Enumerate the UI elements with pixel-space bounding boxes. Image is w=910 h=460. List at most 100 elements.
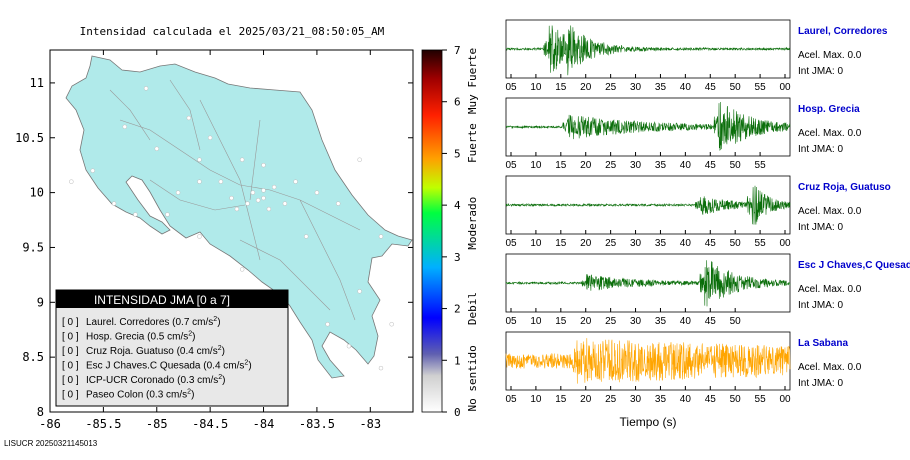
trace-tick-label: 05 xyxy=(505,82,517,93)
trace-tick-label: 00 xyxy=(779,82,791,93)
land-shape xyxy=(65,55,413,379)
trace-tick-label: 20 xyxy=(580,316,592,327)
city-point xyxy=(389,321,394,327)
city-point xyxy=(90,168,95,173)
map-x-ticks: -86 -85.5 -85 -84.5 -84 -83.5 -83 xyxy=(39,50,381,431)
colorbar-category: No sentido xyxy=(466,345,479,411)
trace-tick-label: 00 xyxy=(779,238,791,249)
trace-tick-label: 40 xyxy=(680,160,692,171)
trace-tick-label: 10 xyxy=(530,82,542,93)
y-tick-label: 8 xyxy=(37,405,44,419)
map-y-ticks: 8 8.5 9 9.5 10 10.5 11 xyxy=(15,76,413,419)
colorbar-tick-label: 4 xyxy=(454,199,461,212)
trace-tick-label: 55 xyxy=(755,238,767,249)
trace-tick-label: 25 xyxy=(605,316,617,327)
city-point xyxy=(357,157,362,162)
y-tick-label: 8.5 xyxy=(22,350,44,364)
trace-tick-label: 15 xyxy=(555,160,567,171)
legend-entry: Cruz Roja. Guatuso (0.4 cm/s2) xyxy=(86,345,225,357)
city-point xyxy=(197,179,202,184)
trace-tick-label: 05 xyxy=(505,394,517,405)
trace-tick-label: 30 xyxy=(630,238,642,249)
city-point xyxy=(325,321,330,327)
station-acel: Acel. Max. 0.0 xyxy=(798,128,862,139)
city-point xyxy=(261,188,266,193)
station-name: Cruz Roja, Guatuso xyxy=(798,182,891,193)
colorbar-tick-label: 5 xyxy=(454,147,461,160)
trace-tick-label: 10 xyxy=(530,316,542,327)
legend-entries: [ 0 ] Laurel. Corredores (0.7 cm/s2) [ 0 ]… xyxy=(62,316,252,401)
trace-tick-label: 40 xyxy=(680,394,692,405)
legend-level: [ 0 ] xyxy=(62,332,79,343)
trace-tick-label: 50 xyxy=(730,316,742,327)
colorbar-tick-label: 3 xyxy=(454,251,461,264)
city-point xyxy=(303,234,309,239)
city-point xyxy=(250,190,256,195)
city-point xyxy=(69,179,74,184)
road-lines xyxy=(109,79,361,321)
legend-header xyxy=(56,290,288,308)
station-int: Int JMA: 0 xyxy=(798,222,843,233)
station-name: La Sabana xyxy=(798,338,848,349)
x-tick-label: -84 xyxy=(253,417,275,431)
costa-rica-land xyxy=(65,55,413,379)
trace-tick-label: 10 xyxy=(530,394,542,405)
trace-tick-label: 20 xyxy=(580,394,592,405)
city-point xyxy=(229,195,234,201)
station-name: Esc J Chaves,C Quesada xyxy=(798,260,910,271)
city-point xyxy=(314,190,320,195)
station-name: Hosp. Grecia xyxy=(798,104,860,115)
trace-tick-label: 30 xyxy=(630,394,642,405)
city-point xyxy=(165,212,170,217)
trace-tick-label: 20 xyxy=(580,82,592,93)
trace-tick-label: 20 xyxy=(580,238,592,249)
station-int: Int JMA: 0 xyxy=(798,300,843,311)
legend-entry: Hosp. Grecia (0.5 cm/s2) xyxy=(86,331,196,343)
city-point xyxy=(133,212,138,217)
city-point xyxy=(255,198,261,203)
trace-tick-label: 15 xyxy=(555,82,567,93)
trace-tick-label: 10 xyxy=(530,238,542,249)
trace-line xyxy=(505,25,791,76)
station-int: Int JMA: 0 xyxy=(798,144,843,155)
trace-tick-label: 40 xyxy=(680,238,692,249)
legend-box xyxy=(55,289,289,407)
legend-level: [ 0 ] xyxy=(62,375,79,386)
y-tick-label: 9.5 xyxy=(22,240,44,254)
trace-tick-label: 45 xyxy=(705,160,717,171)
trace-tick-label: 30 xyxy=(630,316,642,327)
trace-tick-label: 45 xyxy=(705,394,717,405)
y-tick-label: 10 xyxy=(30,186,44,200)
city-point xyxy=(346,343,352,349)
footer-id: LISUCR 20250321145013 xyxy=(4,439,98,448)
city-point xyxy=(293,179,298,184)
trace-tick-label: 05 xyxy=(505,238,517,249)
trace-tick-label: 05 xyxy=(505,316,517,327)
city-points xyxy=(69,86,394,371)
trace-tick-label: 00 xyxy=(779,394,791,405)
city-point xyxy=(266,206,272,212)
colorbar-category: Muy Fuerte xyxy=(466,48,479,114)
city-point xyxy=(378,365,384,371)
city-point xyxy=(261,162,266,168)
y-tick-label: 11 xyxy=(30,76,44,90)
colorbar-category: Moderado xyxy=(466,197,479,250)
trace-tick-label: 25 xyxy=(605,238,617,249)
trace-line xyxy=(505,260,791,307)
station-acel: Acel. Max. 0.0 xyxy=(798,362,862,373)
city-point xyxy=(111,201,117,206)
colorbar-tick-label: 7 xyxy=(454,44,461,57)
city-point xyxy=(207,135,213,141)
trace-line xyxy=(505,338,791,384)
station-int: Int JMA: 0 xyxy=(798,66,843,77)
station-acel: Acel. Max. 0.0 xyxy=(798,284,862,295)
legend-entry: Esc J Chaves.C Quesada (0.4 cm/s2) xyxy=(86,360,252,372)
y-tick-label: 10.5 xyxy=(15,131,44,145)
trace-tick-label: 20 xyxy=(580,160,592,171)
station-name: Laurel, Corredores xyxy=(798,26,888,37)
map-title: Intensidad calculada el 2025/03/21_08:50… xyxy=(80,25,385,38)
city-point xyxy=(143,86,149,91)
city-point xyxy=(245,201,250,206)
city-point xyxy=(336,201,341,206)
